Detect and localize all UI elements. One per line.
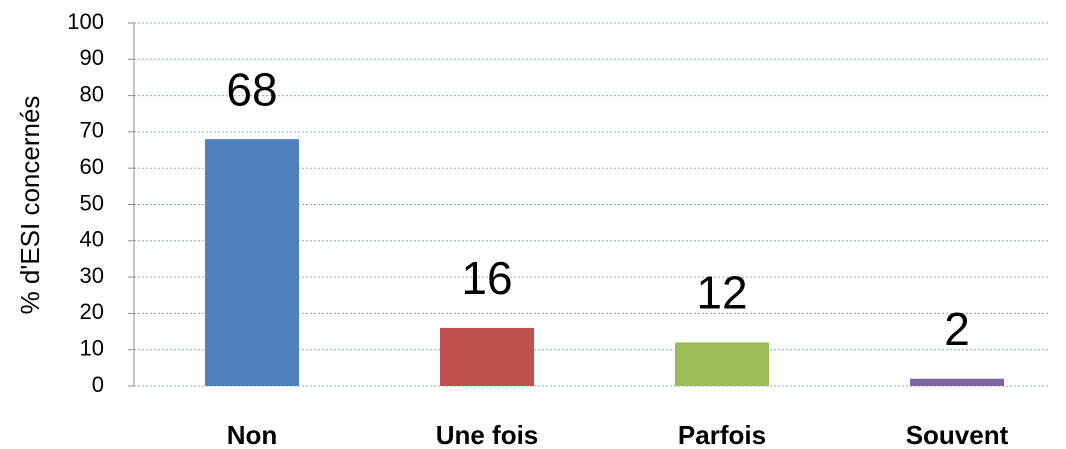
y-tick-label: 0	[92, 372, 104, 397]
value-label: 16	[461, 252, 512, 304]
bar	[205, 139, 299, 386]
value-label: 12	[696, 267, 747, 319]
x-tick-label: Souvent	[906, 420, 1009, 449]
y-tick-label: 100	[67, 9, 104, 34]
x-tick-label: Parfois	[678, 420, 766, 449]
y-tick-label: 20	[80, 299, 104, 324]
y-tick-label: 30	[80, 263, 104, 288]
y-axis-title: % d'ESI concernés	[15, 96, 45, 315]
value-label: 68	[226, 63, 277, 115]
x-tick-label: Une fois	[436, 420, 539, 449]
y-tick-label: 10	[80, 336, 104, 361]
x-tick-label: Non	[227, 420, 278, 449]
y-tick-label: 40	[80, 227, 104, 252]
y-tick-label: 80	[80, 81, 104, 106]
y-tick-label: 50	[80, 190, 104, 215]
value-label: 2	[944, 303, 970, 355]
y-tick-label: 70	[80, 118, 104, 143]
y-tick-label: 60	[80, 154, 104, 179]
y-tick-label: 90	[80, 45, 104, 70]
bar	[910, 378, 1004, 386]
bar	[675, 342, 769, 386]
bar	[440, 327, 534, 386]
